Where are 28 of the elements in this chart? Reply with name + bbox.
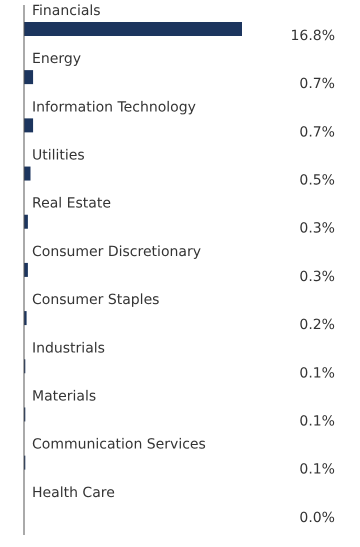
bar: [24, 262, 28, 277]
data-label: 0.7%: [299, 124, 335, 140]
data-label: 0.2%: [299, 317, 335, 334]
data-label: 0.3%: [299, 268, 335, 285]
y-tick-label: Information Technology: [32, 99, 196, 116]
y-tick-label: Health Care: [32, 484, 115, 501]
bar: [24, 118, 34, 132]
y-tick-label: Real Estate: [32, 196, 111, 212]
bar: [24, 70, 34, 84]
data-label: 0.0%: [299, 510, 335, 526]
y-tick-label: Financials: [32, 2, 101, 19]
data-label: 0.1%: [299, 413, 335, 430]
data-label: 0.7%: [299, 76, 335, 92]
y-tick-label: Consumer Discretionary: [32, 244, 201, 260]
y-tick-label: Communication Services: [32, 436, 206, 453]
y-tick-label: Consumer Staples: [32, 292, 160, 308]
data-label: 0.3%: [299, 220, 335, 237]
bar: [24, 166, 30, 181]
data-label: 0.1%: [299, 462, 335, 478]
data-label: 0.5%: [299, 172, 335, 189]
bar: [24, 214, 28, 229]
data-label: 0.1%: [299, 365, 335, 382]
y-tick-label: Industrials: [32, 340, 105, 356]
y-tick-label: Materials: [32, 388, 96, 404]
data-label: 16.8%: [290, 28, 335, 44]
y-tick-label: Energy: [32, 51, 82, 68]
bar: [24, 22, 242, 36]
y-tick-label: Utilities: [32, 148, 85, 164]
